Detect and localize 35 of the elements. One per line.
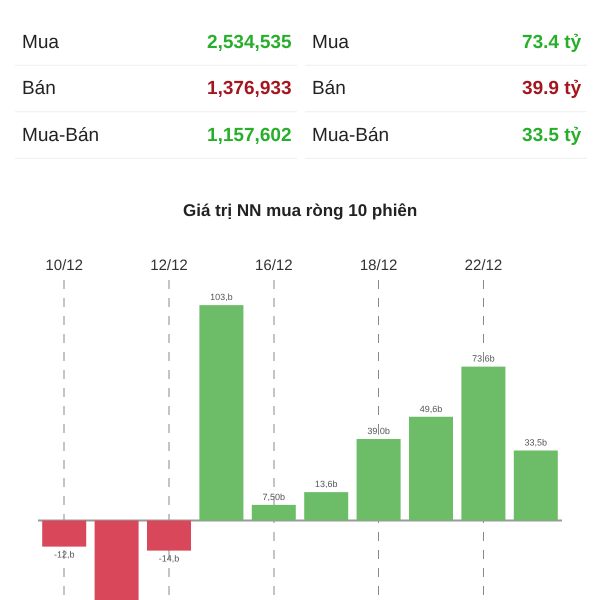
category-label: Mua bbox=[22, 32, 60, 53]
data-label: -14,b bbox=[158, 554, 180, 564]
data-label: 39,0b bbox=[367, 426, 390, 436]
chart-title: Giá trị NN mua ròng 10 phiên bbox=[183, 201, 418, 220]
bar bbox=[146, 520, 192, 551]
category-label: Bán bbox=[312, 78, 346, 99]
bar bbox=[356, 438, 401, 521]
data-label: 1,157,602 bbox=[207, 125, 292, 146]
bar bbox=[252, 504, 296, 521]
bar bbox=[42, 520, 86, 547]
data-label: 33.5 tỷ bbox=[522, 125, 582, 146]
data-label: 7,50b bbox=[262, 492, 286, 502]
data-label: 49,6b bbox=[420, 404, 442, 414]
x-tick-label: 12/12 bbox=[150, 257, 188, 274]
data-label: 1,376,933 bbox=[207, 78, 292, 99]
bar bbox=[514, 450, 558, 521]
bar bbox=[199, 305, 244, 521]
bar bbox=[94, 520, 139, 600]
x-tick-label: 22/12 bbox=[464, 257, 502, 274]
category-label: Mua-Bán bbox=[312, 125, 390, 146]
x-tick-label: 16/12 bbox=[255, 257, 293, 274]
bar bbox=[304, 492, 348, 521]
category-label: Bán bbox=[22, 78, 56, 99]
x-tick-label: 18/12 bbox=[360, 257, 398, 274]
data-label: 103,b bbox=[210, 292, 233, 302]
data-label: 2,534,535 bbox=[207, 32, 292, 53]
data-label: 13,6b bbox=[314, 479, 338, 490]
data-label: 39.9 tỷ bbox=[522, 78, 582, 99]
data-label: 73.4 tỷ bbox=[522, 32, 582, 53]
x-tick-label: 10/12 bbox=[45, 257, 83, 274]
category-label: Mua-Bán bbox=[22, 125, 100, 146]
bar bbox=[461, 366, 506, 521]
data-label: 33,5b bbox=[524, 437, 548, 448]
category-label: Mua bbox=[312, 32, 350, 53]
bar bbox=[408, 416, 454, 521]
